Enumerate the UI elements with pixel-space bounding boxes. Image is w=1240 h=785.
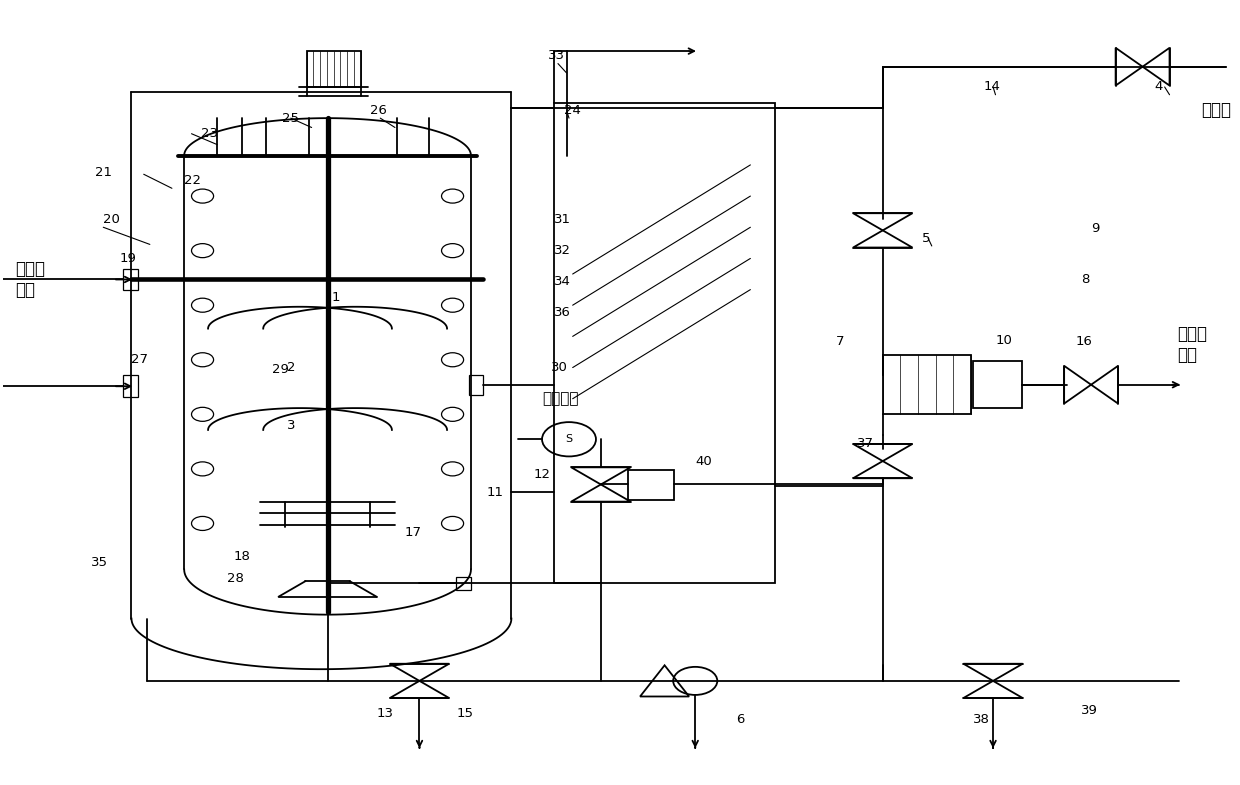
Text: 接排水: 接排水 [1202,101,1231,119]
Text: 19: 19 [119,252,136,265]
Text: 14: 14 [983,80,1001,93]
Text: 接外部
水源: 接外部 水源 [1177,325,1207,363]
Text: 接液体
原料: 接液体 原料 [15,260,45,299]
Text: 8: 8 [1081,273,1090,286]
Text: 37: 37 [857,436,874,450]
Text: 39: 39 [1081,704,1099,717]
Text: 26: 26 [371,104,387,117]
Bar [306,51,361,87]
Text: 34: 34 [554,276,572,288]
Text: 20: 20 [103,213,120,226]
Bar [627,470,675,500]
Text: 23: 23 [201,127,218,141]
Text: 6: 6 [735,714,744,726]
Text: 29: 29 [273,363,289,375]
Text: 15: 15 [456,707,474,720]
Text: 10: 10 [996,334,1012,347]
Text: 7: 7 [836,335,844,349]
Text: 35: 35 [91,556,108,569]
Text: 24: 24 [564,104,582,117]
Bar [554,103,775,583]
Text: 30: 30 [551,361,568,374]
Text: 11: 11 [487,486,503,498]
Bar [123,268,138,290]
Text: 40: 40 [696,455,712,468]
Text: 31: 31 [554,213,572,226]
Text: 5: 5 [923,232,930,245]
Text: 32: 32 [554,244,572,257]
Bar [123,375,138,397]
Text: 33: 33 [548,49,565,62]
Text: 9: 9 [1091,222,1100,235]
Bar [469,374,484,395]
Text: 22: 22 [185,174,201,187]
Text: 12: 12 [533,468,551,481]
Text: 17: 17 [404,526,422,539]
Text: 38: 38 [973,714,991,726]
Text: 接氯气罐: 接氯气罐 [542,391,579,406]
Text: 21: 21 [94,166,112,179]
Text: 1: 1 [331,291,340,304]
Text: 4: 4 [1154,80,1163,93]
Text: 25: 25 [283,111,299,125]
Text: 13: 13 [377,707,393,720]
Text: 18: 18 [233,550,250,563]
Text: 36: 36 [554,306,572,319]
Bar [883,355,971,414]
Text: 3: 3 [288,418,295,432]
Text: 16: 16 [1075,335,1092,349]
Bar [973,361,1023,408]
Text: S: S [565,434,573,444]
Text: 28: 28 [227,571,244,585]
Text: 2: 2 [288,361,295,374]
Text: 27: 27 [131,353,149,367]
Bar [456,577,471,590]
